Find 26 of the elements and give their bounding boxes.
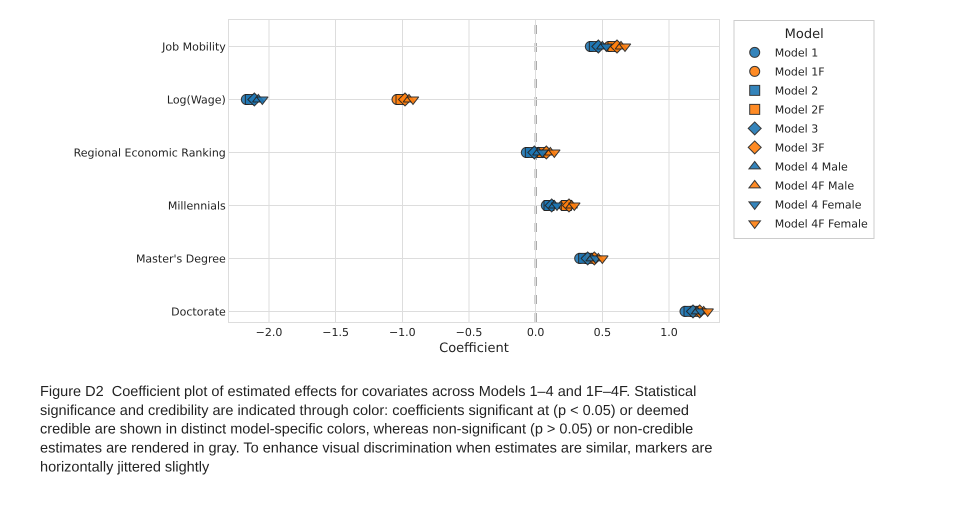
x-tick-label: −1.0: [388, 326, 416, 340]
y-tick-label: Job Mobility: [161, 40, 226, 54]
legend-label: Model 4 Male: [774, 160, 848, 174]
y-tick-label: Doctorate: [171, 305, 226, 318]
legend-label: Model 2: [774, 84, 818, 98]
legend-label: Model 4F Male: [774, 180, 854, 193]
y-tick-label: Log(Wage): [166, 93, 226, 106]
x-axis-title: Coefficient: [439, 340, 509, 356]
legend-label: Model 3: [774, 122, 818, 136]
x-tick-label: 0.5: [594, 326, 612, 340]
x-tick-label: −2.0: [256, 326, 282, 340]
legend-label: Model 2F: [774, 104, 825, 117]
legend-label: Model 4F Female: [774, 218, 868, 231]
legend-title: Model: [784, 26, 824, 42]
y-tick-label: Regional Economic Ranking: [74, 146, 226, 160]
legend-label: Model 1F: [774, 66, 825, 79]
x-tick-label: 1.0: [660, 326, 678, 340]
legend-label: Model 3F: [774, 142, 825, 155]
legend-label: Model 1: [774, 46, 818, 60]
caption: Figure D2 Coefficient plot of estimated effects for covariates across Models 1–4 and 1F–4F. Statistical significance and credibility are indicated through color: coefficients significant at (p < 0.05) or deemed credible are shown in distinct model-specific colors, whereas non-significant (p > 0.05) or non-credible estimates are rendered in gray. To enhance visual discrimination when estimates are similar, markers are horizontally jittered slightly: [40, 384, 712, 476]
x-tick-label: −0.5: [456, 326, 482, 340]
x-tick-label: 0.0: [526, 326, 544, 340]
x-tick-label: −1.5: [322, 326, 350, 340]
y-tick-label: Millennials: [168, 199, 226, 212]
y-tick-label: Master's Degree: [136, 252, 226, 266]
legend-label: Model 4 Female: [774, 198, 862, 212]
